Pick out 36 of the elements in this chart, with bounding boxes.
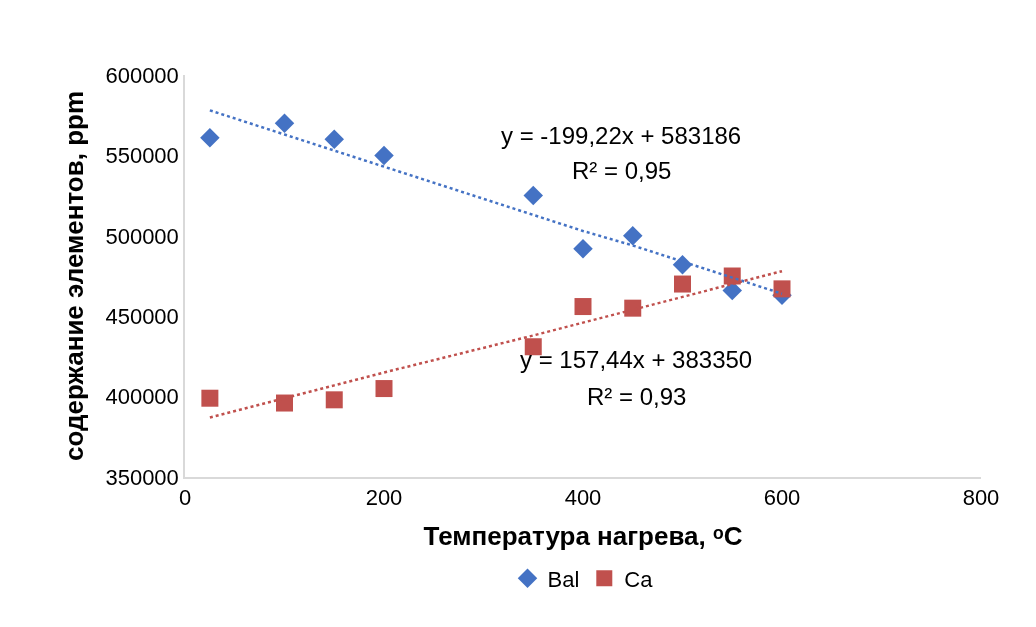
point (674, 275, 691, 293)
y-axis-title: содержание элементов, ppm (59, 90, 90, 462)
y-tick-label: 600000 (105, 62, 179, 88)
point (524, 338, 542, 356)
point (324, 129, 344, 150)
annotation: y = -199,22x + 583186 (501, 122, 742, 149)
point (274, 113, 295, 133)
x-tick-label: 400 (564, 485, 602, 511)
legend-label: Ca (624, 566, 654, 592)
point (624, 299, 642, 317)
y-tick-label: 350000 (105, 464, 179, 490)
point (374, 145, 394, 166)
y-tick-label: 550000 (105, 143, 179, 169)
x-tick-label: 200 (365, 485, 403, 511)
legend-label: Bal (547, 566, 580, 592)
point (276, 394, 293, 412)
x-tick-label: 0 (178, 485, 192, 511)
y-tick-label: 450000 (105, 303, 179, 329)
point (773, 280, 791, 298)
y-tick-label: 400000 (105, 384, 179, 410)
line-series (208, 269, 784, 419)
point (523, 185, 543, 206)
point (574, 298, 592, 316)
y-tick-label: 500000 (105, 223, 179, 249)
annotation: R² = 0,95 (572, 157, 672, 184)
point (200, 127, 220, 148)
point (375, 380, 393, 398)
annotation: R² = 0,93 (587, 383, 687, 410)
point (201, 389, 219, 407)
point (325, 391, 343, 409)
point (573, 238, 593, 259)
point (623, 226, 643, 246)
x-tick-label: 600 (763, 485, 801, 511)
x-axis-title: Температура нагрева, ᵒС (423, 521, 743, 552)
annotation: y = 157,44x + 383350 (520, 346, 753, 373)
x-tick-label: 800 (962, 485, 1000, 511)
